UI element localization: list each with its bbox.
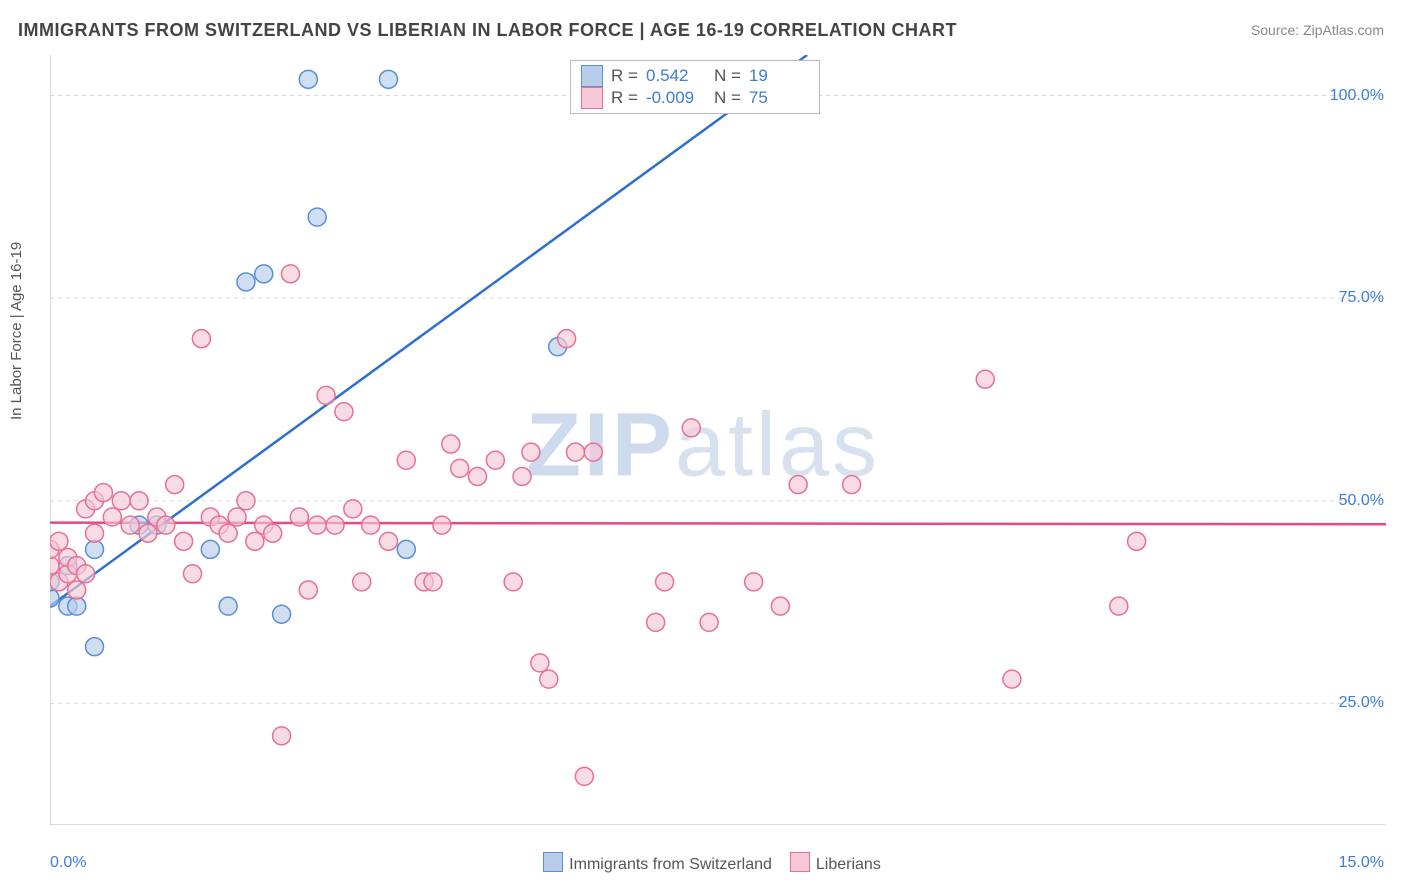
y-tick-label: 25.0% (1339, 694, 1384, 712)
y-tick-label: 75.0% (1339, 289, 1384, 307)
legend-swatch (581, 65, 603, 87)
stat-n-label: N = (714, 66, 741, 86)
stat-r-label: R = (611, 66, 638, 86)
legend-swatch (581, 87, 603, 109)
stat-n-value: 19 (749, 66, 809, 86)
legend-swatch (543, 852, 563, 872)
stat-r-value: -0.009 (646, 88, 706, 108)
legend-label: Liberians (816, 856, 881, 873)
source-attribution: Source: ZipAtlas.com (1251, 22, 1384, 38)
stat-row: R = -0.009 N = 75 (581, 87, 809, 109)
stat-r-label: R = (611, 88, 638, 108)
bottom-legend: Immigrants from Switzerland Liberians (0, 852, 1406, 874)
y-tick-label: 100.0% (1330, 87, 1384, 105)
y-axis-label: In Labor Force | Age 16-19 (8, 242, 25, 420)
legend-swatch (790, 852, 810, 872)
chart-title: IMMIGRANTS FROM SWITZERLAND VS LIBERIAN … (18, 20, 957, 41)
legend-label: Immigrants from Switzerland (569, 856, 772, 873)
scatter-plot (50, 55, 1386, 825)
stat-row: R = 0.542 N = 19 (581, 65, 809, 87)
correlation-stats-box: R = 0.542 N = 19 R = -0.009 N = 75 (570, 60, 820, 114)
stat-r-value: 0.542 (646, 66, 706, 86)
stat-n-value: 75 (749, 88, 809, 108)
stat-n-label: N = (714, 88, 741, 108)
y-tick-label: 50.0% (1339, 492, 1384, 510)
